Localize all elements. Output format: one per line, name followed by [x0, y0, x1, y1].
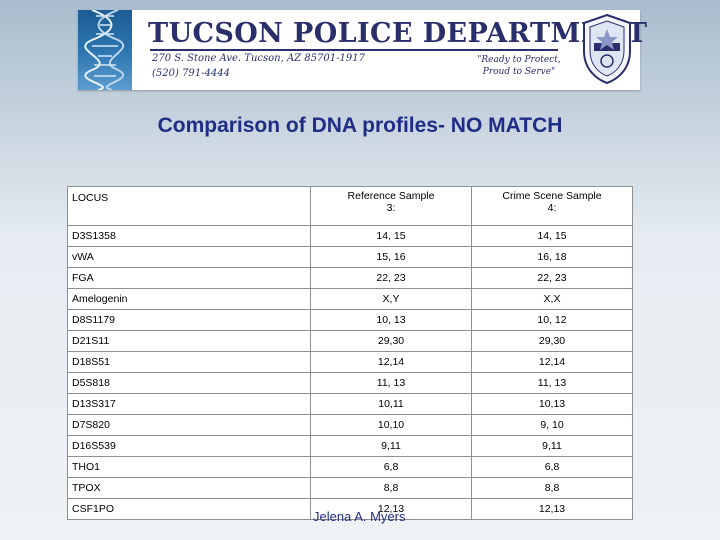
motto-line-2: Proud to Serve" — [482, 67, 556, 77]
department-address: 270 S. Stone Ave. Tucson, AZ 85701-1917 — [152, 53, 365, 64]
locus-cell: D3S1358 — [67, 225, 311, 247]
reference-header-line-1: Reference Sample — [347, 190, 435, 202]
reference-cell: 10,11 — [310, 393, 472, 415]
locus-cell: Amelogenin — [67, 288, 311, 310]
locus-cell: CSF1PO — [67, 498, 311, 520]
locus-cell: D21S11 — [67, 330, 311, 352]
table-row: D18S51 12,14 12,14 — [67, 351, 633, 373]
locus-cell: vWA — [67, 246, 311, 268]
locus-cell: D18S51 — [67, 351, 311, 373]
reference-cell: 11, 13 — [310, 372, 472, 394]
reference-cell: 8,8 — [310, 477, 472, 499]
locus-cell: D8S1179 — [67, 309, 311, 331]
reference-cell: 10, 13 — [310, 309, 472, 331]
crime-cell: 16, 18 — [471, 246, 633, 268]
crime-cell: 6,8 — [471, 456, 633, 478]
author-name: Jelena A. Myers — [313, 509, 406, 524]
crime-cell: 14, 15 — [471, 225, 633, 247]
crime-cell: 12,14 — [471, 351, 633, 373]
table-row: D7S820 10,10 9, 10 — [67, 414, 633, 436]
reference-cell: 15, 16 — [310, 246, 472, 268]
locus-cell: TPOX — [67, 477, 311, 499]
crime-cell: 22, 23 — [471, 267, 633, 289]
locus-cell: D7S820 — [67, 414, 311, 436]
reference-cell: 22, 23 — [310, 267, 472, 289]
reference-header-line-2: 3: — [386, 202, 396, 214]
crime-cell: 11, 13 — [471, 372, 633, 394]
crime-header-line-1: Crime Scene Sample — [502, 190, 602, 202]
table-row: THO1 6,8 6,8 — [67, 456, 633, 478]
table-row: D5S818 11, 13 11, 13 — [67, 372, 633, 394]
reference-cell: 10,10 — [310, 414, 472, 436]
crime-cell: 9, 10 — [471, 414, 633, 436]
reference-cell: X,Y — [310, 288, 472, 310]
table-row: CSF1PO 12,13 12,13 — [67, 498, 633, 520]
motto-line-1: "Ready to Protect, — [477, 55, 561, 65]
police-badge-icon — [580, 13, 634, 85]
locus-cell: D5S818 — [67, 372, 311, 394]
department-motto: "Ready to Protect, Proud to Serve" — [464, 54, 574, 78]
reference-cell: 12,14 — [310, 351, 472, 373]
table-row: Amelogenin X,Y X,X — [67, 288, 633, 310]
reference-cell: 29,30 — [310, 330, 472, 352]
dna-helix-icon — [78, 9, 132, 91]
reference-cell: 12,13 — [310, 498, 472, 520]
crime-cell: 8,8 — [471, 477, 633, 499]
table-row: D21S11 29,30 29,30 — [67, 330, 633, 352]
crime-cell: 29,30 — [471, 330, 633, 352]
reference-cell: 6,8 — [310, 456, 472, 478]
table-row: D8S1179 10, 13 10, 12 — [67, 309, 633, 331]
locus-cell: D16S539 — [67, 435, 311, 457]
table-row: vWA 15, 16 16, 18 — [67, 246, 633, 268]
table-header-row: LOCUS Reference Sample 3: Crime Scene Sa… — [67, 186, 633, 226]
table-row: D13S317 10,11 10,13 — [67, 393, 633, 415]
locus-cell: THO1 — [67, 456, 311, 478]
header-banner: TUCSON POLICE DEPARTMENT 270 S. Stone Av… — [78, 9, 647, 91]
crime-scene-sample-header: Crime Scene Sample 4: — [471, 186, 633, 226]
crime-header-line-2: 4: — [547, 202, 557, 214]
locus-cell: D13S317 — [67, 393, 311, 415]
crime-cell: 10, 12 — [471, 309, 633, 331]
locus-header: LOCUS — [67, 186, 311, 226]
department-phone: (520) 791-4444 — [152, 68, 230, 79]
header-rule — [150, 49, 558, 51]
crime-cell: 9,11 — [471, 435, 633, 457]
table-row: FGA 22, 23 22, 23 — [67, 267, 633, 289]
crime-cell: 10,13 — [471, 393, 633, 415]
locus-cell: FGA — [67, 267, 311, 289]
crime-cell: 12,13 — [471, 498, 633, 520]
dna-profile-table: LOCUS Reference Sample 3: Crime Scene Sa… — [67, 186, 633, 520]
department-name: TUCSON POLICE DEPARTMENT — [148, 18, 648, 49]
reference-cell: 9,11 — [310, 435, 472, 457]
reference-sample-header: Reference Sample 3: — [310, 186, 472, 226]
crime-cell: X,X — [471, 288, 633, 310]
table-row: TPOX 8,8 8,8 — [67, 477, 633, 499]
table-row: D16S539 9,11 9,11 — [67, 435, 633, 457]
reference-cell: 14, 15 — [310, 225, 472, 247]
slide-title: Comparison of DNA profiles- NO MATCH — [157, 114, 563, 137]
table-row: D3S1358 14, 15 14, 15 — [67, 225, 633, 247]
